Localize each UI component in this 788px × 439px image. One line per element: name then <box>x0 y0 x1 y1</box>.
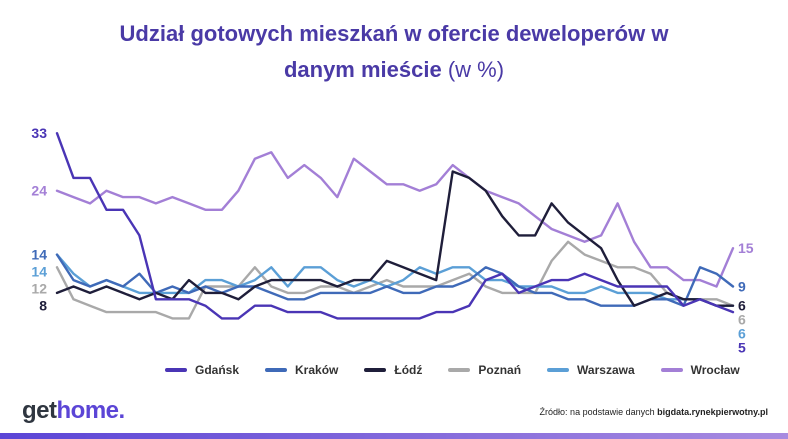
series-line-gdańsk <box>55 131 735 320</box>
end-label-wrocław: 15 <box>738 240 754 256</box>
start-label-gdańsk: 33 <box>31 125 47 141</box>
legend-label: Kraków <box>295 363 339 377</box>
series-line-kraków <box>55 253 735 307</box>
start-label-warszawa: 14 <box>31 264 47 280</box>
end-label-gdańsk: 5 <box>738 340 746 356</box>
chart-title-line1: Udział gotowych mieszkań w ofercie dewel… <box>119 21 669 46</box>
series-line-poznań <box>55 240 735 320</box>
start-label-łódź: 8 <box>39 298 47 314</box>
series-line-warszawa <box>55 253 735 307</box>
legend-label: Łódź <box>394 363 423 377</box>
end-label-łódź: 6 <box>738 298 746 314</box>
legend-item-poznań: Poznań <box>448 363 521 377</box>
source-site: bigdata.rynekpierwotny.pl <box>657 407 768 417</box>
chart-title-line2: danym mieście (w %) <box>0 52 788 88</box>
legend-item-warszawa: Warszawa <box>547 363 635 377</box>
legend-item-gdańsk: Gdańsk <box>165 363 239 377</box>
legend-item-kraków: Kraków <box>265 363 338 377</box>
start-label-kraków: 14 <box>31 247 47 263</box>
end-label-poznań: 6 <box>738 312 746 328</box>
legend-swatch <box>547 368 570 372</box>
chart-legend: Gdańsk Kraków Łódź Poznań Warszawa Wrocław <box>165 361 740 379</box>
source-prefix: Źródło: na podstawie danych <box>539 407 655 417</box>
logo-text-get: get <box>22 397 57 424</box>
legend-item-wrocław: Wrocław <box>660 363 740 377</box>
end-label-kraków: 9 <box>738 279 746 295</box>
legend-swatch <box>660 368 683 372</box>
chart-title-unit: (w %) <box>447 57 505 82</box>
legend-item-łódź: Łódź <box>364 363 422 377</box>
chart-title-main: danym mieście <box>283 57 442 82</box>
legend-swatch <box>165 368 187 372</box>
legend-label: Wrocław <box>690 363 740 377</box>
start-label-wrocław: 24 <box>31 183 47 199</box>
chart-title: Udział gotowych mieszkań w ofercie dewel… <box>0 16 788 88</box>
legend-swatch <box>448 368 471 372</box>
bottom-accent-bar <box>0 433 788 439</box>
series-line-wrocław <box>55 151 735 288</box>
start-label-poznań: 12 <box>31 281 47 297</box>
end-label-warszawa: 6 <box>738 326 746 342</box>
gethome-logo: gethome. <box>22 397 125 425</box>
legend-swatch <box>265 368 288 372</box>
logo-text-home: home. <box>56 397 126 424</box>
legend-label: Warszawa <box>577 363 635 377</box>
legend-label: Poznań <box>478 363 522 377</box>
source-note: Źródło: na podstawie danych bigdata.ryne… <box>540 407 768 417</box>
legend-label: Gdańsk <box>195 363 240 377</box>
legend-swatch <box>364 368 387 372</box>
